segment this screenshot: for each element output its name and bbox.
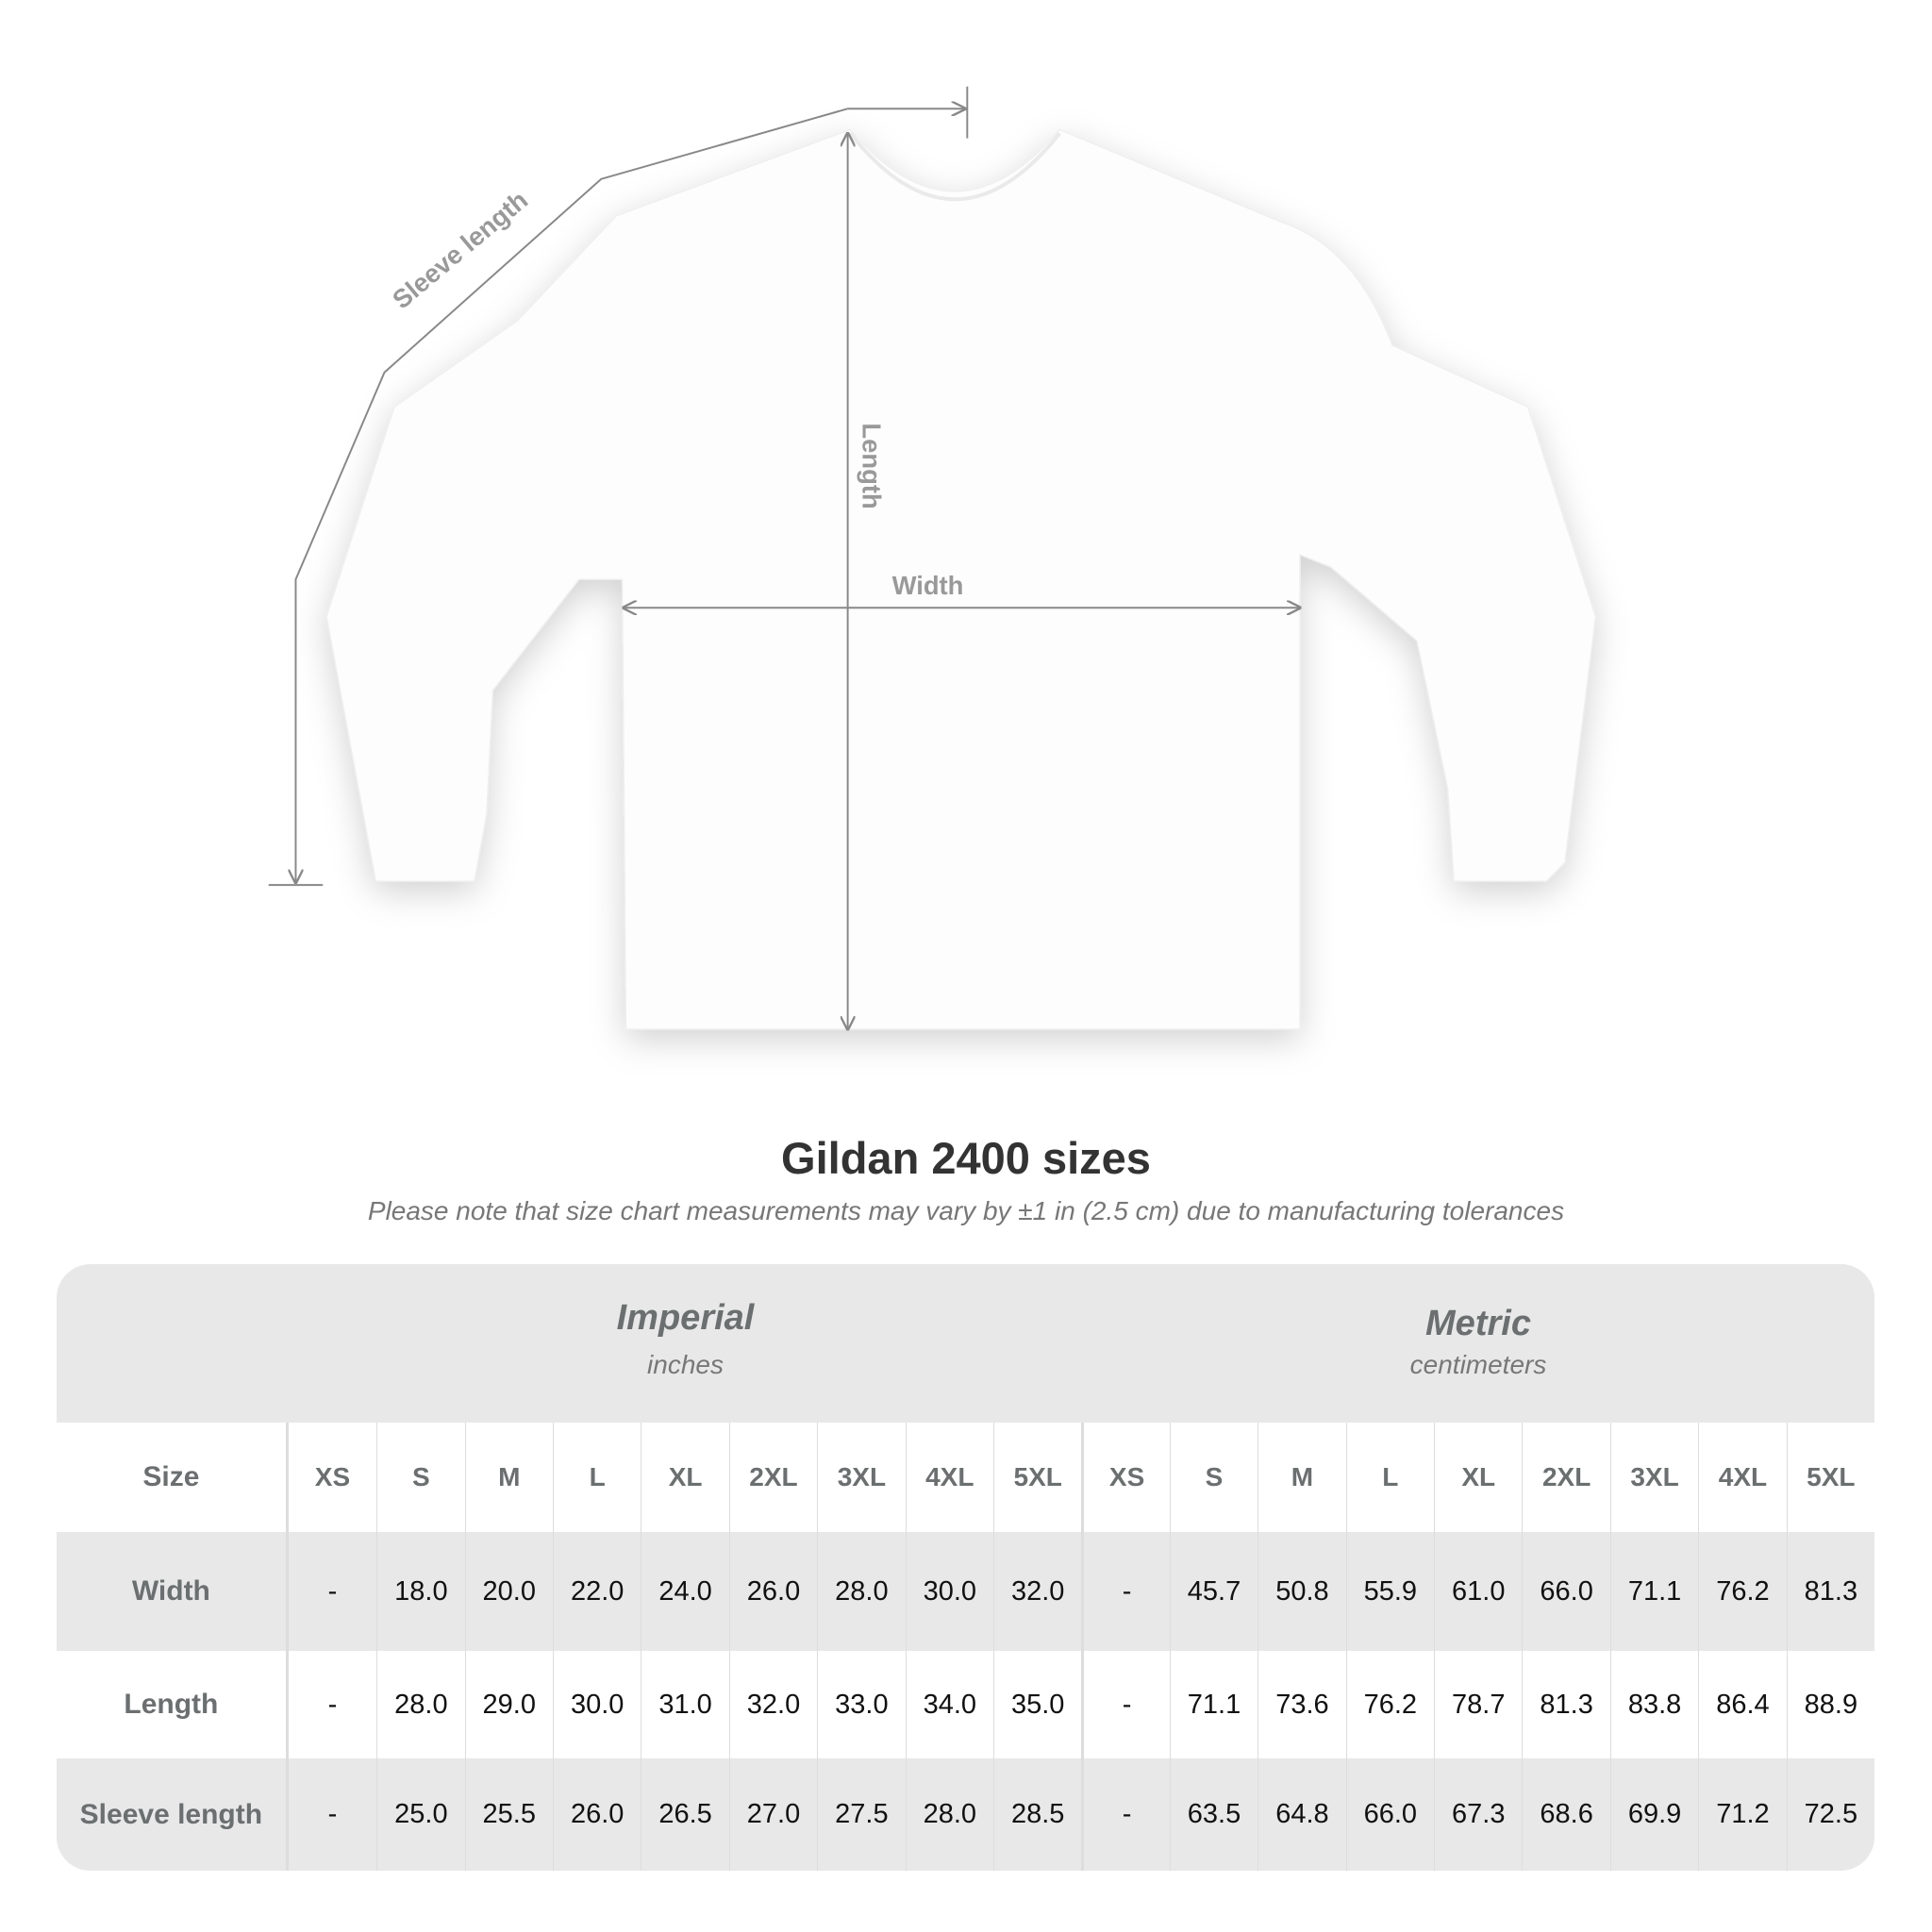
metric-size-header: 3XL: [1609, 1423, 1698, 1532]
metric-size-header: XL: [1434, 1423, 1522, 1532]
shirt-measurement-diagram: Sleeve length Length Width: [268, 86, 1597, 1085]
metric-value-cell: -: [1081, 1758, 1169, 1871]
metric-size-header: L: [1345, 1423, 1434, 1532]
metric-value-cell: 66.0: [1522, 1532, 1609, 1651]
metric-size-header: M: [1257, 1423, 1345, 1532]
imperial-value-cell: -: [327, 1799, 338, 1829]
metric-title: Metric: [1425, 1304, 1531, 1343]
imperial-size-header: L: [552, 1423, 641, 1532]
size-header-row: Size XS S M L XL 2XL 3XL 4XL 5XL XS S M L XL 2XL 3XL 4XL 5…: [57, 1423, 1874, 1532]
metric-size-header: S: [1169, 1423, 1257, 1532]
imperial-size-header: S: [376, 1423, 464, 1532]
metric-value-cell: 76.2: [1345, 1651, 1434, 1758]
imperial-size-header: 3XL: [817, 1423, 905, 1532]
metric-value-cell: -: [1081, 1651, 1169, 1758]
imperial-value-cell: 22.0: [552, 1532, 641, 1651]
metric-value-cell: 67.3: [1434, 1758, 1522, 1871]
metric-value-cell: 69.9: [1609, 1758, 1698, 1871]
tolerance-note: Please note that size chart measurements…: [367, 1196, 1565, 1225]
metric-value-cell: 66.0: [1345, 1758, 1434, 1871]
imperial-value-cell: 26.0: [728, 1532, 817, 1651]
metric-value-cell: 76.2: [1698, 1532, 1786, 1651]
metric-size-header: XS: [1081, 1423, 1169, 1532]
metric-value-cell: 71.1: [1609, 1532, 1698, 1651]
metric-size-header: 5XL: [1786, 1423, 1874, 1532]
metric-value-cell: 61.0: [1434, 1532, 1522, 1651]
imperial-value-cell: 28.0: [376, 1651, 464, 1758]
imperial-value-cell: 30.0: [552, 1651, 641, 1758]
metric-value-cell: -: [1081, 1532, 1169, 1651]
metric-value-cell: 81.3: [1522, 1651, 1609, 1758]
metric-value-cell: 81.3: [1786, 1532, 1874, 1651]
imperial-value-cell: 25.5: [464, 1758, 553, 1871]
table-row: Length -28.0 29.0 30.0 31.0 32.0 33.0 34.0 35.0-…: [57, 1651, 1874, 1758]
metric-value-cell: 78.7: [1434, 1651, 1522, 1758]
imperial-value-cell: 28.0: [905, 1758, 993, 1871]
metric-value-cell: 86.4: [1698, 1651, 1786, 1758]
metric-value-cell: 83.8: [1609, 1651, 1698, 1758]
imperial-value-cell: 29.0: [464, 1651, 553, 1758]
imperial-size-header: 5XL: [993, 1423, 1081, 1532]
sleeve-length-line: [295, 108, 848, 882]
row-label: Width: [57, 1532, 289, 1651]
metric-size-header: 2XL: [1522, 1423, 1609, 1532]
imperial-value-cell: -: [327, 1575, 338, 1607]
row-label: Sleeve length: [57, 1758, 289, 1871]
imperial-value-cell: -: [327, 1689, 338, 1720]
imperial-size-header: M: [464, 1423, 553, 1532]
imperial-title: Imperial: [616, 1298, 755, 1338]
imperial-unit: inches: [647, 1350, 724, 1379]
row-label: Length: [57, 1651, 289, 1758]
imperial-value-cell: 30.0: [905, 1532, 993, 1651]
imperial-value-cell: 32.0: [728, 1651, 817, 1758]
metric-header: Metric centimeters: [1082, 1264, 1874, 1423]
imperial-value-cell: 20.0: [464, 1532, 553, 1651]
metric-value-cell: 63.5: [1169, 1758, 1257, 1871]
sleeve-length-label: Sleeve length: [387, 185, 533, 314]
imperial-value-cell: 24.0: [641, 1532, 728, 1651]
collar: [848, 132, 1061, 202]
long-sleeve-shirt: [325, 128, 1597, 1030]
metric-value-cell: 71.2: [1698, 1758, 1786, 1871]
imperial-size-header: 2XL: [728, 1423, 817, 1532]
imperial-value-cell: 28.5: [993, 1758, 1081, 1871]
imperial-value-cell: 31.0: [641, 1651, 728, 1758]
row-label: Size: [57, 1423, 289, 1532]
metric-value-cell: 71.1: [1169, 1651, 1257, 1758]
imperial-header: Imperial inches: [289, 1264, 1082, 1423]
imperial-value-cell: 26.0: [552, 1758, 641, 1871]
imperial-value-cell: 34.0: [905, 1651, 993, 1758]
imperial-size-header: 4XL: [905, 1423, 993, 1532]
imperial-value-cell: 18.0: [376, 1532, 464, 1651]
imperial-size-header: XS: [314, 1462, 351, 1491]
metric-value-cell: 50.8: [1257, 1532, 1345, 1651]
metric-unit: centimeters: [1409, 1350, 1547, 1379]
width-label: Width: [892, 571, 964, 600]
metric-value-cell: 73.6: [1257, 1651, 1345, 1758]
imperial-size-header: XL: [641, 1423, 728, 1532]
length-label: Length: [857, 423, 886, 508]
metric-value-cell: 64.8: [1257, 1758, 1345, 1871]
metric-size-header: 4XL: [1698, 1423, 1786, 1532]
metric-value-cell: 88.9: [1786, 1651, 1874, 1758]
table-row: Width -18.0 20.0 22.0 24.0 26.0 28.0 30.0 32.0-4…: [57, 1532, 1874, 1651]
size-chart-table: Imperial inches Metric centimeters Size X…: [57, 1264, 1874, 1871]
imperial-value-cell: 25.0: [376, 1758, 464, 1871]
metric-value-cell: 45.7: [1169, 1532, 1257, 1651]
imperial-value-cell: 33.0: [817, 1651, 905, 1758]
imperial-value-cell: 26.5: [641, 1758, 728, 1871]
imperial-value-cell: 28.0: [817, 1532, 905, 1651]
imperial-value-cell: 27.5: [817, 1758, 905, 1871]
table-row: Sleeve length -25.0 25.5 26.0 26.5 27.0 27.5 28…: [57, 1758, 1874, 1871]
imperial-value-cell: 32.0: [993, 1532, 1081, 1651]
imperial-value-cell: 35.0: [993, 1651, 1081, 1758]
page-title: Gildan 2400 sizes: [781, 1133, 1151, 1183]
imperial-value-cell: 27.0: [728, 1758, 817, 1871]
metric-value-cell: 72.5: [1786, 1758, 1874, 1871]
metric-value-cell: 68.6: [1522, 1758, 1609, 1871]
metric-value-cell: 55.9: [1345, 1532, 1434, 1651]
